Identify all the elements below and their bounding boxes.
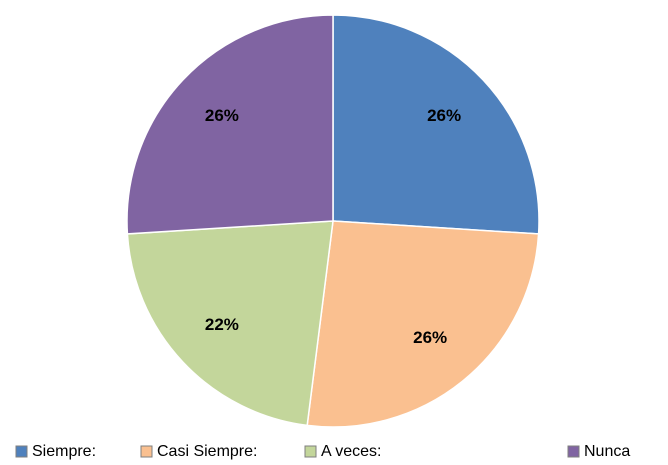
legend-swatch <box>140 445 153 458</box>
pie-slice <box>126 220 334 427</box>
data-label: 22% <box>205 315 239 334</box>
legend-swatch <box>567 445 580 458</box>
legend-label: Casi Siempre: <box>157 443 257 460</box>
data-label: 26% <box>427 106 461 125</box>
legend-label: A veces: <box>321 443 381 460</box>
legend-label: Siempre: <box>32 443 96 460</box>
data-label: 26% <box>413 328 447 347</box>
pie-slice <box>126 14 334 235</box>
data-label: 26% <box>205 106 239 125</box>
legend-swatch <box>304 445 317 458</box>
pie-slice <box>306 220 540 428</box>
legend-swatch <box>15 445 28 458</box>
pie-slice <box>332 14 540 235</box>
legend-label: Nunca <box>584 443 630 460</box>
